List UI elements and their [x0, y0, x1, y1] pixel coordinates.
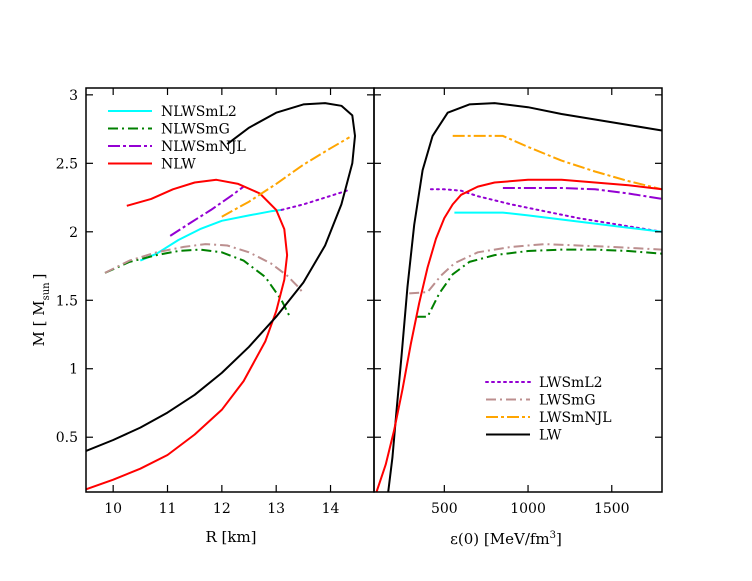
y-tick-label: 2.5: [56, 156, 78, 172]
plot-frame-right: [373, 87, 663, 493]
legend-label-lw: LW: [539, 428, 562, 444]
y-tick-label: 2: [69, 225, 78, 241]
series-line-lwsmg: [409, 243, 662, 295]
x-tick-label: 1500: [594, 501, 630, 517]
legend-label-nlwsml2: NLWSmL2: [161, 104, 237, 120]
series-line-nlwsmg: [104, 248, 291, 318]
y-axis-label-main: M [ M: [30, 300, 48, 346]
chart-panels: 10 11 12 13 14 0.5 1 1.5 2 2.5 3 NLWSmL2 NLWSmGNLWSm…: [56, 87, 663, 517]
series-line-lw: [387, 102, 662, 492]
series-line-lwsmg-r: [104, 243, 305, 295]
y-axis-label-close: ]: [30, 274, 48, 280]
right-x-axis-label: ε(0) [MeV/fm3]: [450, 530, 562, 548]
series-line-nlw: [375, 178, 662, 492]
legend-label-nlwsmnjl: NLWSmNJL: [161, 139, 246, 155]
x-tick-label: 10: [104, 501, 122, 517]
series-line-nlwsmnjl: [169, 185, 245, 237]
series-line-nlwsmg: [415, 248, 662, 318]
series-line-lwsmnjl-r: [221, 136, 351, 218]
series-line-nlwsml2: [139, 208, 282, 262]
legend-label-lwsml2: LWSmL2: [539, 375, 603, 391]
y-tick-label: 1.5: [56, 293, 78, 309]
series-line-lwsml2: [429, 188, 662, 233]
series-group-right: [375, 102, 662, 492]
series-line-lwsmnjl: [452, 134, 662, 191]
legend-label-nlwsmg: NLWSmG: [161, 122, 230, 138]
series-line-nlw: [86, 178, 289, 491]
legend-label-nlw: NLW: [161, 157, 196, 173]
x-tick-label: 500: [431, 501, 458, 517]
panel-left: 10 11 12 13 14 0.5 1 1.5 2 2.5 3 NLWSmL2 NLWSmGNLWSm…: [56, 87, 375, 517]
right-x-axis-label-main: ε(0) [MeV/fm: [450, 530, 550, 548]
series-line-nlwsmnjl: [502, 187, 662, 200]
legend-label-lwsmg: LWSmG: [539, 393, 596, 409]
x-tick-label: 1000: [510, 501, 546, 517]
legend-label-lwsmnjl: LWSmNJL: [539, 410, 612, 426]
series-group-left: [86, 102, 356, 491]
x-tick-label: 14: [322, 501, 340, 517]
series-line-lw-r: [86, 102, 356, 452]
y-tick-label: 1: [69, 362, 78, 378]
series-line-nlwsml2: [454, 211, 662, 233]
y-axis-label: M [ Msun]: [30, 274, 52, 347]
y-tick-label: 0.5: [56, 430, 78, 446]
x-tick-label: 12: [213, 501, 231, 517]
series-line-lwsml2-r: [280, 189, 348, 211]
left-x-axis-label: R [km]: [205, 528, 256, 546]
y-tick-label: 3: [69, 88, 78, 104]
right-x-axis-label-close: ]: [556, 530, 562, 548]
right-x-axis-label-sup: 3: [550, 530, 556, 541]
x-tick-label: 13: [267, 501, 285, 517]
y-axis-label-sub: sun: [41, 282, 52, 301]
x-tick-label: 11: [159, 501, 177, 517]
